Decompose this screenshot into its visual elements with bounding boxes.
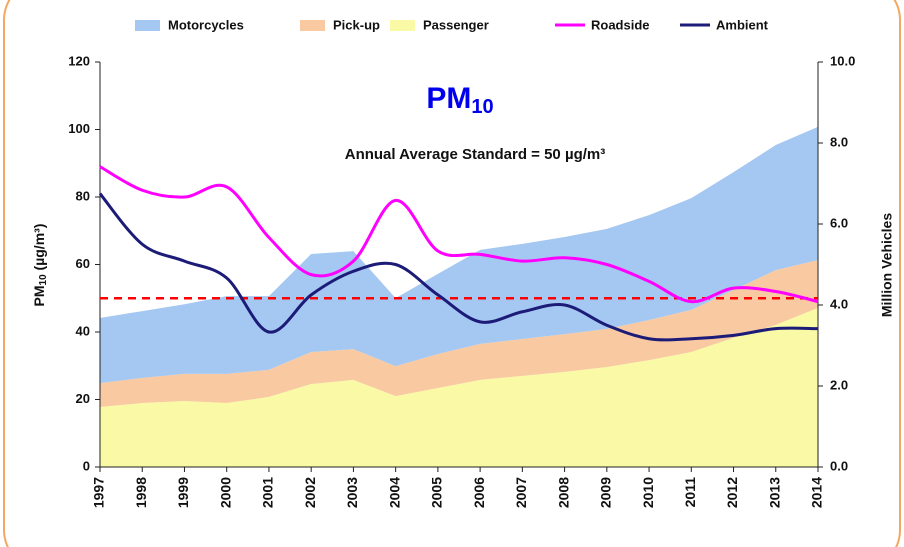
x-tick-label: 2007 bbox=[513, 477, 529, 508]
x-tick-label: 2011 bbox=[682, 477, 698, 508]
x-tick-label: 2002 bbox=[302, 477, 318, 508]
x-tick-label: 1998 bbox=[133, 477, 149, 508]
legend-label: Ambient bbox=[716, 17, 769, 32]
x-tick-label: 2005 bbox=[429, 477, 445, 508]
legend-swatch bbox=[135, 20, 160, 31]
legend-label: Motorcycles bbox=[168, 17, 244, 32]
y2-axis-label: Million Vehicles bbox=[879, 213, 895, 317]
chart-title: PM10 bbox=[426, 82, 493, 118]
y-tick-label: 0 bbox=[83, 458, 90, 473]
x-tick-label: 2012 bbox=[724, 477, 740, 508]
y-label-rest: (µg/m³) bbox=[31, 224, 47, 275]
x-tick-label: 2000 bbox=[217, 477, 233, 508]
title-sub: 10 bbox=[471, 96, 493, 118]
y-label-sub: 10 bbox=[38, 274, 49, 286]
area bbox=[100, 307, 818, 467]
y-tick-label: 20 bbox=[76, 391, 90, 406]
x-tick-label: 2010 bbox=[640, 477, 656, 508]
y2-tick-label: 4.0 bbox=[830, 296, 848, 311]
y2-tick-label: 10.0 bbox=[830, 53, 855, 68]
legend-swatch bbox=[390, 20, 415, 31]
title-main: PM bbox=[426, 82, 471, 115]
x-tick-label: 1997 bbox=[91, 477, 107, 508]
legend-swatch bbox=[300, 20, 325, 31]
plot-area bbox=[98, 62, 819, 468]
y2-tick-label: 0.0 bbox=[830, 458, 848, 473]
area bbox=[100, 260, 818, 408]
y-tick-label: 40 bbox=[76, 323, 90, 338]
x-tick-label: 2006 bbox=[471, 477, 487, 508]
legend-label: Pick-up bbox=[333, 17, 380, 32]
x-tick-label: 2004 bbox=[386, 477, 402, 508]
x-tick-label: 2013 bbox=[766, 477, 782, 508]
line bbox=[98, 192, 819, 342]
frame bbox=[3, 0, 901, 547]
y-tick-label: 120 bbox=[68, 53, 90, 68]
x-tick-label: 2008 bbox=[555, 477, 571, 508]
area bbox=[100, 126, 818, 384]
x-tick-label: 2003 bbox=[344, 477, 360, 508]
y2-tick-label: 6.0 bbox=[830, 215, 848, 230]
y-tick-label: 100 bbox=[68, 121, 90, 136]
annotation: Annual Average Standard = 50 µg/m³ bbox=[345, 146, 606, 163]
legend-label: Passenger bbox=[423, 17, 489, 32]
y-label-main: PM bbox=[31, 285, 47, 306]
y-axis-label: PM10 (µg/m³) bbox=[31, 224, 49, 307]
y-tick-label: 60 bbox=[76, 256, 90, 271]
x-tick-label: 1999 bbox=[175, 477, 191, 508]
legend-label: Roadside bbox=[591, 17, 650, 32]
x-tick-label: 2001 bbox=[260, 477, 276, 508]
x-tick-label: 2014 bbox=[809, 477, 825, 508]
y2-tick-label: 8.0 bbox=[830, 134, 848, 149]
y-tick-label: 80 bbox=[76, 188, 90, 203]
y2-tick-label: 2.0 bbox=[830, 377, 848, 392]
line bbox=[99, 165, 819, 304]
x-tick-label: 2009 bbox=[598, 477, 614, 508]
